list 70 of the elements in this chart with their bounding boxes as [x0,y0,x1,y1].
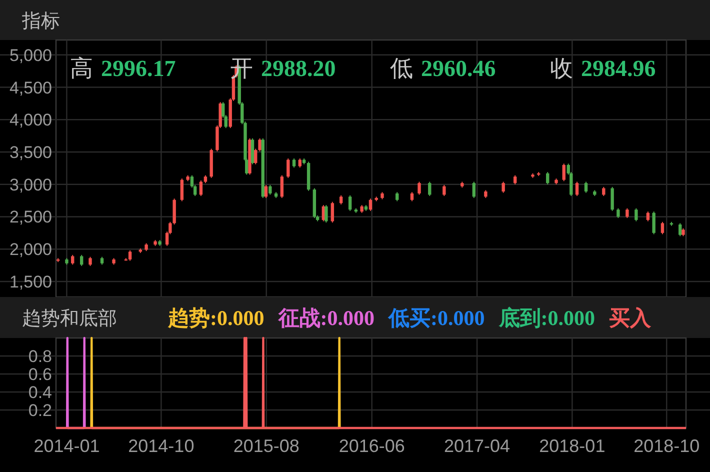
chart-title: 趋势和底部 [22,308,117,330]
y-tick-label: 3,000 [9,175,52,194]
legend-label: 底到:0.000 [498,306,595,330]
candlestick [348,194,352,212]
x-tick-label: 2015-08 [233,436,300,456]
candlestick [324,204,328,224]
annotation: 低 2960.46 [390,55,496,81]
annotation: 开 2988.20 [230,55,336,81]
candlestick [472,181,476,198]
y-tick-label: 3,500 [9,142,52,162]
candlestick [180,178,184,202]
y-tick-label: 5,000 [9,46,52,65]
candlestick [286,158,290,178]
candlestick [442,184,446,197]
y-tick-label: 4,000 [9,110,52,130]
text: 征战:0.000 [277,306,374,330]
annotation: 收 2984.96 [550,55,656,81]
x-tick-label: 2014-10 [128,436,194,456]
candlestick [254,148,258,165]
candlestick [646,211,650,222]
y-tick-label: 4,500 [9,78,52,98]
candlestick [428,181,432,197]
y-tick-label: 1,500 [9,272,52,292]
candlestick [502,181,505,194]
candlestick [602,186,606,197]
candlestick [88,256,92,266]
x-tick-label: 2016-06 [338,436,405,456]
candlestick [264,184,268,198]
candlestick [199,180,203,197]
chart-title: 指标 [21,11,60,32]
candlestick [562,163,566,182]
annotation: 高 2996.17 [70,55,176,81]
candlestick [280,174,284,198]
candlestick [546,172,550,185]
candlestick [339,194,343,205]
candlestick [250,138,254,165]
y-tick-label: 0.8 [28,347,52,366]
candlestick [330,201,334,224]
candlestick [71,254,74,266]
candlestick [584,181,588,194]
text: 买入 [609,306,652,330]
x-tick-label: 2017-04 [444,436,510,456]
candlestick [660,221,664,235]
candlestick [128,250,132,262]
x-tick-label: 2018-10 [634,436,700,456]
candlestick [268,184,272,196]
candlestick [513,174,517,185]
y-tick-label: 0.4 [28,383,52,402]
candlestick [610,186,614,212]
candlestick [418,181,421,196]
candlestick [410,192,414,202]
candlestick [634,208,638,222]
x-tick-label: 2014-01 [34,436,100,456]
candlestick [258,138,262,152]
candlestick [396,192,399,202]
y-tick-label: 0.6 [28,365,52,384]
y-tick-label: 0.2 [28,401,52,420]
candlestick [172,198,176,225]
candlestick [575,181,579,197]
candlestick [80,254,84,266]
candlestick [368,198,372,212]
text: 趋势:0.000 [167,306,264,330]
x-tick-label: 2018-01 [539,436,606,456]
candlestick [626,208,629,219]
candlestick [616,208,620,219]
legend-label: 低买:0.000 [388,306,485,330]
y-tick-label: 2,500 [9,208,52,227]
candlestick [652,211,656,235]
candlestick [678,222,682,237]
y-tick-label: 2,000 [9,240,52,260]
